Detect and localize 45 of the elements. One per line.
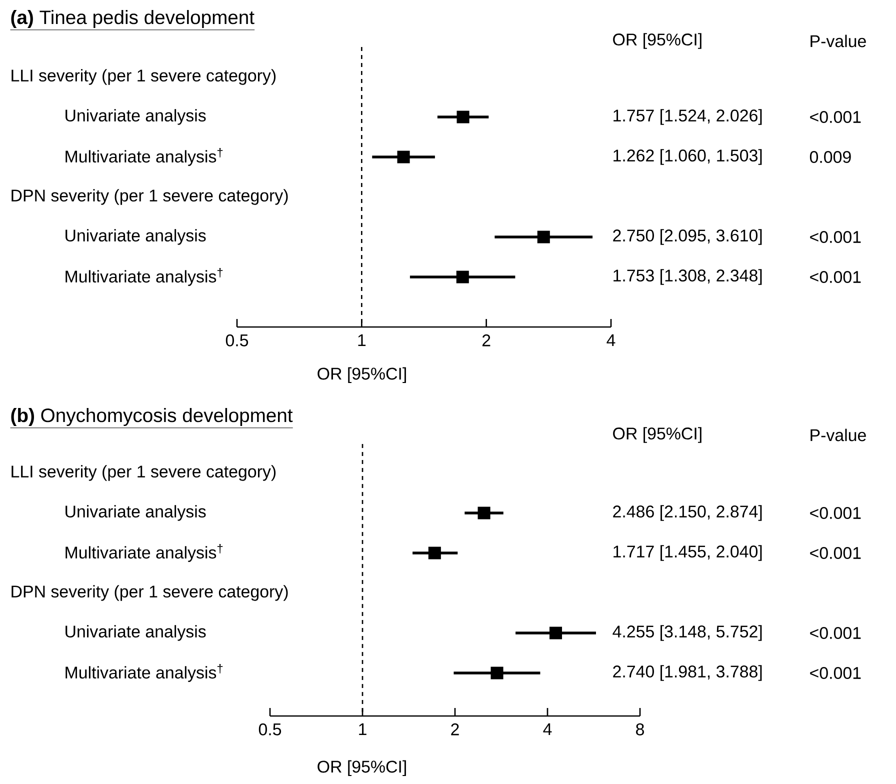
data-label: 4.255 [3.148, 5.752] bbox=[612, 625, 762, 641]
category-label: Univariate analysis bbox=[66, 505, 206, 521]
category-label: Univariate analysis bbox=[66, 109, 206, 125]
x-tick-label: 8 bbox=[636, 723, 644, 736]
text: <0.001 bbox=[810, 626, 861, 639]
chart-title: (b) Onychomycosis development bbox=[11, 408, 293, 426]
chart-title: (a) Tinea pedis development bbox=[11, 10, 254, 28]
category-label: Multivariate analysis$^{†}$ bbox=[66, 148, 223, 166]
text: OR [95%CI] bbox=[613, 427, 702, 443]
text: <0.001 bbox=[810, 666, 861, 679]
data-label: 2.486 [2.150, 2.874] bbox=[613, 505, 762, 521]
category-label: DPN severity (per 1 severe category) bbox=[12, 585, 288, 601]
x-tick-label: 4 bbox=[543, 723, 552, 736]
text: P-value bbox=[810, 428, 866, 442]
text: <0.001 bbox=[810, 270, 861, 283]
category-label: Multivariate analysis$^{†}$ bbox=[66, 544, 223, 562]
text: <0.001 bbox=[810, 506, 861, 519]
text: <0.001 bbox=[810, 110, 861, 123]
category-label: LLI severity (per 1 severe category) bbox=[12, 69, 276, 85]
data-label: 2.740 [1.981, 3.788] bbox=[613, 665, 762, 681]
x-tick-label: 2 bbox=[451, 723, 459, 736]
text: <0.001 bbox=[810, 546, 861, 559]
text: P-value bbox=[810, 34, 866, 48]
x-axis-title: OR [95%CI] bbox=[318, 760, 406, 776]
category-label: LLI severity (per 1 severe category) bbox=[12, 465, 276, 481]
category-label: Multivariate analysis$^{†}$ bbox=[66, 268, 223, 286]
x-tick-label: 0.5 bbox=[226, 334, 248, 346]
text: <0.001 bbox=[810, 230, 861, 243]
category-label: DPN severity (per 1 severe category) bbox=[12, 189, 288, 205]
x-tick-label: 4 bbox=[606, 334, 616, 346]
text: 0.009 bbox=[810, 150, 851, 163]
x-tick-label: 1 bbox=[359, 723, 366, 736]
data-label: 2.750 [2.095, 3.610] bbox=[613, 229, 762, 245]
text: OR [95%CI] bbox=[613, 33, 702, 49]
category-label: Univariate analysis bbox=[66, 625, 206, 641]
x-tick-label: 2 bbox=[482, 334, 490, 346]
data-label: 1.262 [1.060, 1.503] bbox=[614, 149, 762, 165]
data-label: 1.753 [1.308, 2.348] bbox=[614, 269, 762, 285]
data-label: 1.717 [1.455, 2.040] bbox=[614, 545, 762, 561]
data-label: 1.757 [1.524, 2.026] bbox=[614, 109, 762, 125]
x-tick-label: 0.5 bbox=[258, 723, 282, 736]
x-axis-title: OR [95%CI] bbox=[318, 367, 406, 384]
category-label: Multivariate analysis$^{†}$ bbox=[66, 664, 223, 682]
category-label: Univariate analysis bbox=[66, 229, 206, 245]
x-tick-label: 1 bbox=[358, 334, 366, 346]
